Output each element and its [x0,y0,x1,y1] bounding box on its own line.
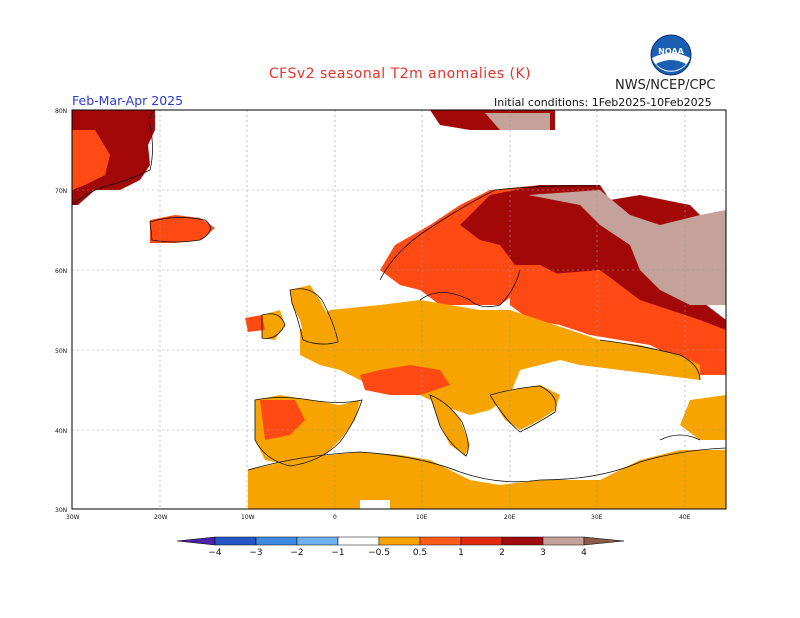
colorbar-label: 4 [581,548,587,558]
colorbar-label: −0.5 [368,548,390,558]
lon-label: 40E [679,514,691,521]
lat-label: 80N [55,108,67,115]
lat-label: 30N [55,507,67,514]
colorbar-arrow-right [583,536,625,546]
colorbar-label: 3 [540,548,546,558]
colorbar-segment [460,536,503,546]
svg-text:NOAA: NOAA [658,47,684,56]
lat-label: 60N [55,268,67,275]
alps-anomaly [360,365,450,395]
africa-white-patch [360,500,390,509]
italy-anomaly [430,395,470,455]
lat-label: 50N [55,348,67,355]
uk-north-red [245,315,265,332]
colorbar-label: −1 [331,548,344,558]
colorbar-label: 0.5 [413,548,427,558]
balkans-anomaly [490,385,560,430]
colorbar-label: −2 [290,548,303,558]
finland-anomaly [460,185,726,340]
lon-label: 10W [241,514,255,521]
colorbar-label: 2 [499,548,505,558]
iceland-anomaly [150,215,215,243]
anomaly-fields [72,110,726,509]
central-europe-anomaly [300,300,700,415]
map-title: CFSv2 seasonal T2m anomalies (K) [268,66,532,82]
latitude-labels: 80N 70N 60N 50N 40N 30N [55,108,67,514]
uk-anomaly [290,285,340,345]
colorbar: −4 −3 −2 −1 −0.5 0.5 1 2 3 4 [176,536,625,558]
colorbar-segment [501,536,544,546]
colorbar-segment [214,536,257,546]
lon-label: 30W [66,514,80,521]
caucasus-anomaly [680,395,726,440]
russia-anomaly-grey [528,190,726,305]
lon-label: 10E [416,514,428,521]
initial-conditions-label: Initial conditions: 1Feb2025-10Feb2025 [494,96,712,109]
lon-label: 30E [591,514,603,521]
noaa-logo-icon: NOAA [650,34,692,76]
longitude-labels: 30W 20W 10W 0 10E 20E 30E 40E [66,514,691,521]
colorbar-label: −3 [249,548,262,558]
lon-label: 20E [504,514,516,521]
lat-label: 70N [55,188,67,195]
lon-label: 0 [333,514,337,521]
baltic-anomaly [510,270,726,375]
colorbar-segment [296,536,339,546]
colorbar-segment [419,536,462,546]
map-frame [71,109,727,510]
colorbar-segment [378,536,421,546]
colorbar-label: −4 [208,548,222,558]
colorbar-segment [542,536,585,546]
greenland-coast-anomaly [72,130,110,190]
colorbar-segment [255,536,298,546]
north-africa-anomaly [248,450,726,509]
colorbar-arrow-left [176,536,216,546]
lat-label: 40N [55,428,67,435]
lon-label: 20W [154,514,168,521]
coastlines [72,110,726,483]
org-label: NWS/NCEP/CPC [615,78,716,93]
period-label: Feb-Mar-Apr 2025 [72,93,184,108]
colorbar-segment [337,536,380,546]
colorbar-label: 1 [458,548,464,558]
gridlines [72,110,726,509]
